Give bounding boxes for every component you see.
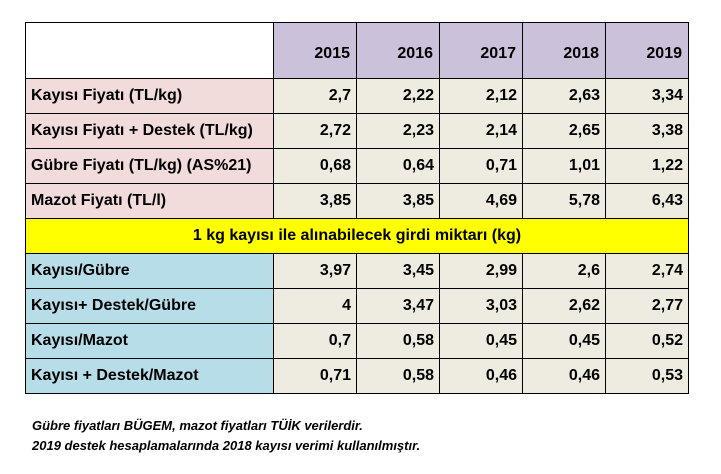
header-corner-cell	[25, 22, 274, 79]
value-cell: 3,85	[273, 183, 357, 219]
value-cell: 0,58	[356, 358, 440, 394]
band-row: 1 kg kayısı ile alınabilecek girdi mikta…	[25, 218, 689, 254]
value-cell: 2,7	[273, 78, 357, 114]
value-cell: 0,46	[439, 358, 523, 394]
value-cell: 2,22	[356, 78, 440, 114]
row-label: Kayısı/Gübre	[25, 253, 274, 289]
value-cell: 2,63	[522, 78, 606, 114]
year-header-cell: 2017	[439, 22, 523, 79]
year-header-cell: 2018	[522, 22, 606, 79]
value-cell: 2,23	[356, 113, 440, 149]
year-header-cell: 2016	[356, 22, 440, 79]
price-row-fertilizer: Gübre Fiyatı (TL/kg) (AS%21) 0,68 0,64 0…	[25, 148, 689, 184]
value-cell: 0,58	[356, 323, 440, 359]
value-cell: 4,69	[439, 183, 523, 219]
value-cell: 3,34	[605, 78, 689, 114]
source-notes: Gübre fiyatları BÜGEM, mazot fiyatları T…	[32, 416, 420, 456]
value-cell: 0,7	[273, 323, 357, 359]
value-cell: 0,45	[439, 323, 523, 359]
ratio-row-apricot-support-fertilizer: Kayısı+ Destek/Gübre 4 3,47 3,03 2,62 2,…	[25, 288, 689, 324]
value-cell: 4	[273, 288, 357, 324]
ratio-row-apricot-fertilizer: Kayısı/Gübre 3,97 3,45 2,99 2,6 2,74	[25, 253, 689, 289]
value-cell: 0,52	[605, 323, 689, 359]
value-cell: 2,65	[522, 113, 606, 149]
note-line: Gübre fiyatları BÜGEM, mazot fiyatları T…	[32, 418, 363, 433]
year-header-cell: 2019	[605, 22, 689, 79]
value-cell: 2,62	[522, 288, 606, 324]
year-header-cell: 2015	[273, 22, 357, 79]
price-row-apricot: Kayısı Fiyatı (TL/kg) 2,7 2,22 2,12 2,63…	[25, 78, 689, 114]
row-label: Kayısı Fiyatı (TL/kg)	[25, 78, 274, 114]
value-cell: 2,72	[273, 113, 357, 149]
price-row-diesel: Mazot Fiyatı (TL/l) 3,85 3,85 4,69 5,78 …	[25, 183, 689, 219]
year-header-row: 2015 2016 2017 2018 2019	[25, 22, 689, 79]
value-cell: 3,45	[356, 253, 440, 289]
value-cell: 3,03	[439, 288, 523, 324]
value-cell: 1,01	[522, 148, 606, 184]
value-cell: 2,99	[439, 253, 523, 289]
value-cell: 2,74	[605, 253, 689, 289]
price-row-apricot-support: Kayısı Fiyatı + Destek (TL/kg) 2,72 2,23…	[25, 113, 689, 149]
value-cell: 0,46	[522, 358, 606, 394]
value-cell: 2,14	[439, 113, 523, 149]
value-cell: 0,71	[439, 148, 523, 184]
band-title: 1 kg kayısı ile alınabilecek girdi mikta…	[25, 218, 689, 254]
value-cell: 6,43	[605, 183, 689, 219]
row-label: Kayısı/Mazot	[25, 323, 274, 359]
value-cell: 3,97	[273, 253, 357, 289]
apricot-input-price-table: 2015 2016 2017 2018 2019 Kayısı Fiyatı (…	[25, 22, 689, 394]
value-cell: 2,77	[605, 288, 689, 324]
row-label: Mazot Fiyatı (TL/l)	[25, 183, 274, 219]
value-cell: 0,71	[273, 358, 357, 394]
value-cell: 0,53	[605, 358, 689, 394]
ratio-row-apricot-support-diesel: Kayısı + Destek/Mazot 0,71 0,58 0,46 0,4…	[25, 358, 689, 394]
value-cell: 0,45	[522, 323, 606, 359]
value-cell: 2,6	[522, 253, 606, 289]
value-cell: 0,68	[273, 148, 357, 184]
row-label: Kayısı+ Destek/Gübre	[25, 288, 274, 324]
value-cell: 2,12	[439, 78, 523, 114]
value-cell: 3,85	[356, 183, 440, 219]
value-cell: 1,22	[605, 148, 689, 184]
row-label: Gübre Fiyatı (TL/kg) (AS%21)	[25, 148, 274, 184]
value-cell: 5,78	[522, 183, 606, 219]
ratio-row-apricot-diesel: Kayısı/Mazot 0,7 0,58 0,45 0,45 0,52	[25, 323, 689, 359]
row-label: Kayısı + Destek/Mazot	[25, 358, 274, 394]
row-label: Kayısı Fiyatı + Destek (TL/kg)	[25, 113, 274, 149]
value-cell: 0,64	[356, 148, 440, 184]
value-cell: 3,47	[356, 288, 440, 324]
note-line: 2019 destek hesaplamalarında 2018 kayısı…	[32, 438, 421, 453]
value-cell: 3,38	[605, 113, 689, 149]
